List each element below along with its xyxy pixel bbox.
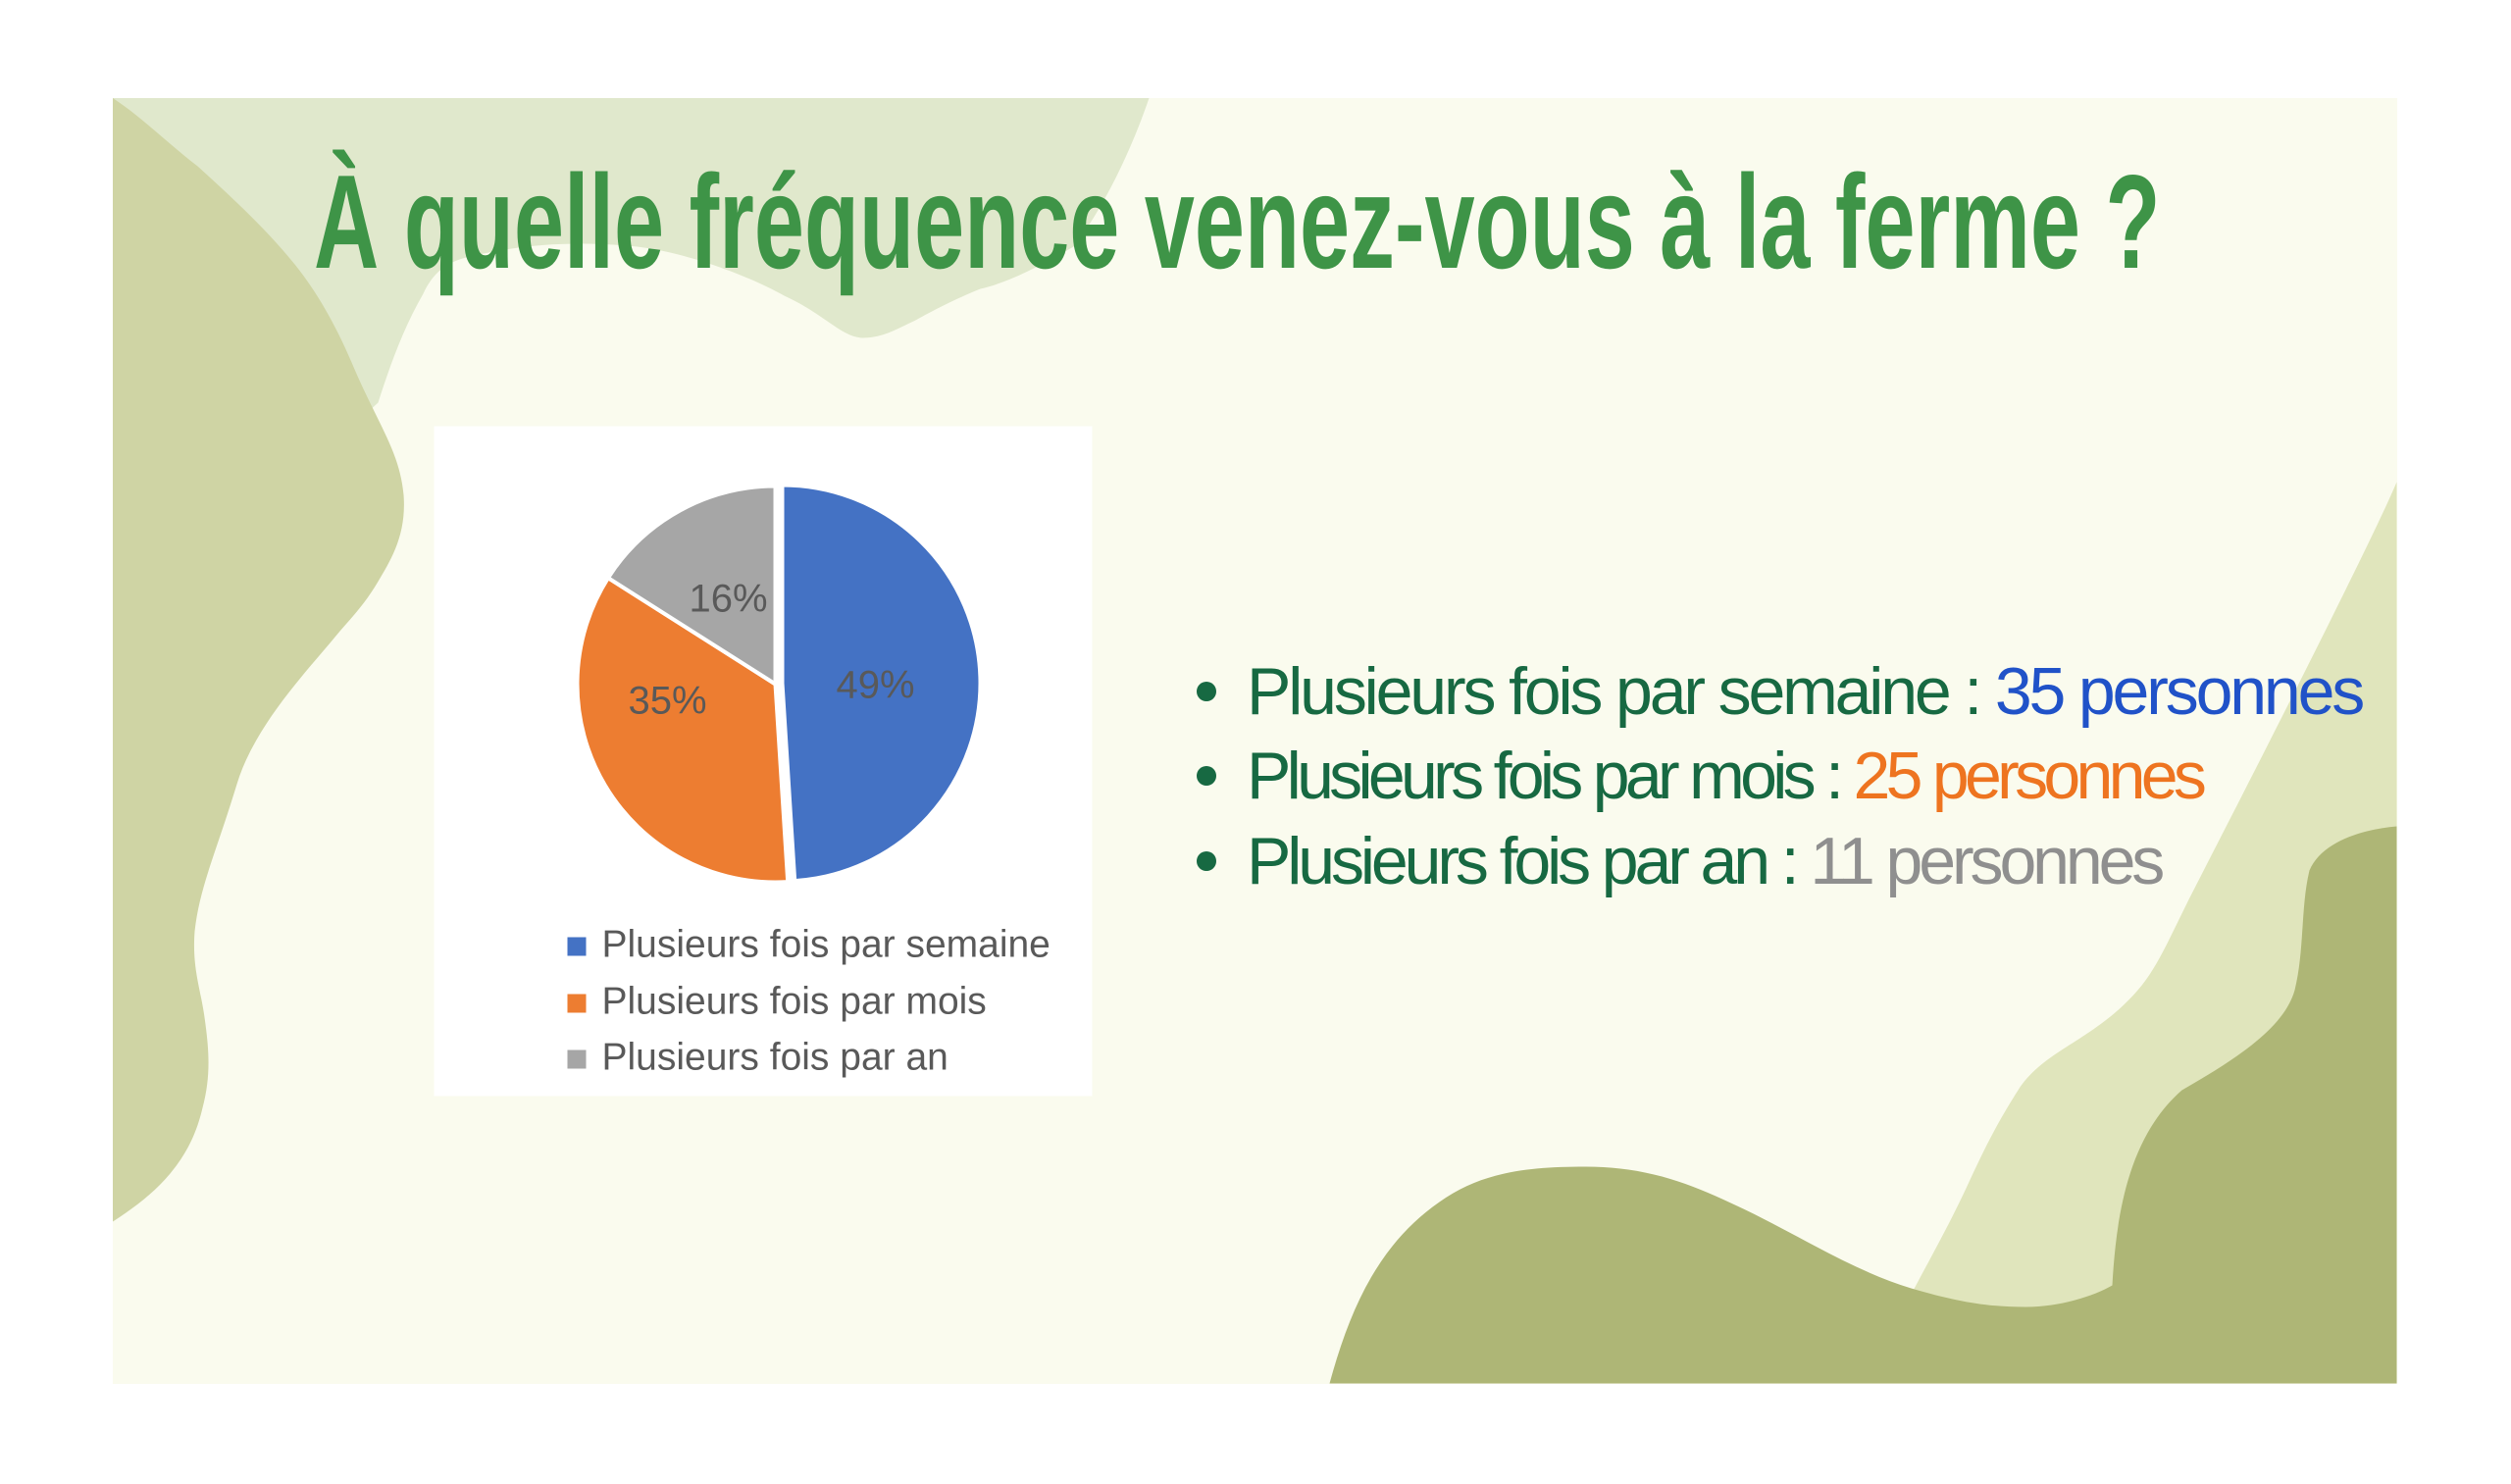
svg-text:Plusieurs fois par semaine: Plusieurs fois par semaine [602, 924, 1051, 966]
svg-text:Plusieurs fois par an: Plusieurs fois par an [602, 1037, 948, 1079]
svg-text:16%: 16% [689, 578, 767, 621]
svg-text:35%: 35% [628, 680, 706, 723]
svg-text:49%: 49% [836, 664, 914, 707]
svg-text:Plusieurs fois par mois: Plusieurs fois par mois [602, 981, 987, 1023]
